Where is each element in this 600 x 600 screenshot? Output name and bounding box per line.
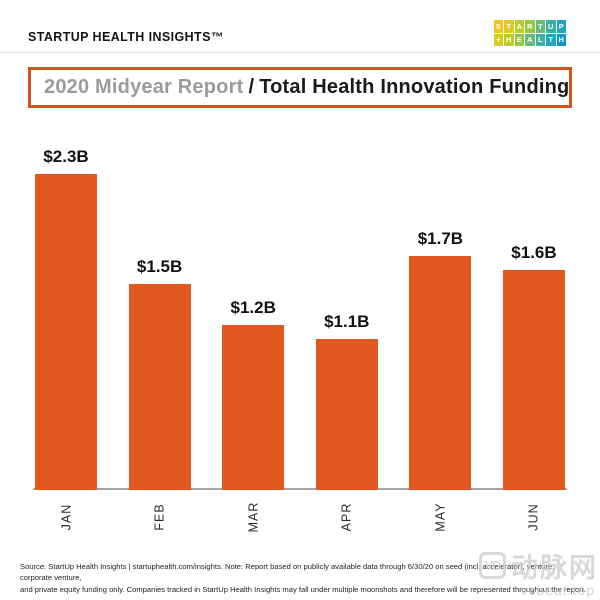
brand-title: STARTUP HEALTH INSIGHTS™ [28, 30, 224, 44]
bar-jan [35, 174, 97, 490]
bar-month-slot: MAY [409, 496, 471, 538]
bar-month-slot: JUN [503, 496, 565, 538]
bar-mar [222, 325, 285, 490]
vcbeat-watermark-name: 动脉网 [511, 553, 598, 584]
bar-value-label: $1.2B [230, 298, 276, 317]
bar-feb [128, 284, 191, 490]
logo-letter-tile: U [546, 20, 556, 33]
bar-month-slot: JAN [35, 496, 97, 538]
bar-value-label: $1.1B [324, 312, 370, 331]
logo-letter-tile: A [525, 33, 535, 46]
funding-bar-chart: $2.3B JAN $1.5B FEB $1.2B MAR $1.1B APR $1.7B MAY… [33, 140, 567, 532]
bar-value-label: $1.5B [136, 257, 183, 276]
logo-row-health: + H E A L T H [493, 33, 566, 46]
bar-jun [502, 270, 565, 490]
x-axis-tick-label: JAN [59, 503, 73, 531]
bar-value-label: $1.7B [417, 229, 464, 248]
bar-month-slot: APR [316, 496, 378, 538]
bar-group-jun: $1.6B JUN [502, 140, 565, 531]
logo-letter-tile: S [493, 20, 503, 33]
bar-value-label: $1.6B [511, 243, 557, 262]
x-axis-tick-label: MAY [433, 502, 448, 532]
vcbeat-watermark: VD 动脉网 vcbeat.top [479, 546, 598, 598]
bar-series: $2.3B JAN $1.5B FEB $1.2B MAR $1.1B APR $1.7B MAY… [35, 140, 565, 532]
bar-month-slot: FEB [129, 496, 191, 538]
bar-may [409, 256, 472, 490]
bar-month-slot: MAR [222, 496, 284, 538]
vcbeat-watermark-row: VD 动脉网 [479, 546, 598, 585]
vcbeat-logo-icon: VD [479, 552, 506, 579]
source-note-line2: and private equity funding only. Compani… [20, 584, 586, 594]
x-axis-tick-label: FEB [152, 503, 167, 531]
bar-group-feb: $1.5B FEB [128, 140, 191, 531]
source-note: Source: StartUp Health Insights | startu… [20, 561, 586, 595]
logo-letter-tile: H [504, 33, 514, 46]
chart-title-box: 2020 Midyear Report / Total Health Innov… [28, 67, 572, 108]
logo-letter-tile: + [493, 33, 503, 46]
title-subject-part: Total Health Innovation Funding [259, 76, 570, 98]
x-axis-baseline [33, 488, 567, 490]
logo-letter-tile: T [535, 20, 545, 33]
bar-value-label: $2.3B [43, 147, 89, 166]
source-note-line1: Source: StartUp Health Insights | startu… [20, 562, 555, 583]
logo-letter-tile: H [556, 33, 566, 46]
x-axis-tick-label: JUN [526, 503, 541, 531]
logo-letter-tile: A [514, 20, 524, 33]
title-report-part: 2020 Midyear Report [44, 76, 244, 98]
x-axis-tick-label: MAR [246, 501, 261, 533]
startup-health-logo: S T A R T U P + H E A L T H [493, 20, 566, 46]
logo-letter-tile: T [546, 33, 556, 46]
logo-letter-tile: E [514, 33, 524, 46]
bar-apr [315, 339, 378, 490]
header-divider [0, 52, 600, 53]
logo-letter-tile: R [525, 20, 535, 33]
title-separator: / [248, 76, 255, 98]
bar-group-jan: $2.3B JAN [35, 140, 97, 530]
bar-group-mar: $1.2B MAR [222, 140, 285, 532]
vcbeat-watermark-url: vcbeat.top [520, 582, 595, 598]
logo-letter-tile: P [556, 20, 566, 33]
logo-letter-tile: T [504, 20, 514, 33]
bar-group-apr: $1.1B APR [315, 140, 378, 531]
logo-letter-tile: L [535, 33, 545, 46]
bar-group-may: $1.7B MAY [409, 140, 472, 532]
x-axis-tick-label: APR [339, 502, 354, 532]
